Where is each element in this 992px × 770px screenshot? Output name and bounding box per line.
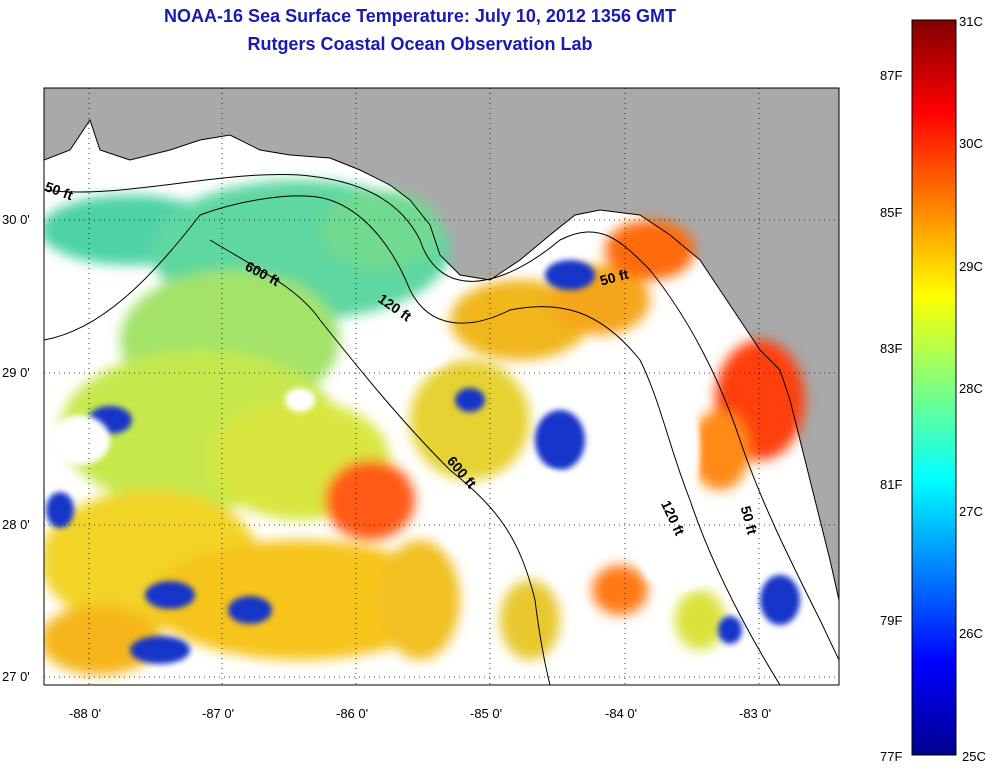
cloud-gaps (50, 332, 720, 590)
lon-label: -86 0' (336, 706, 369, 721)
map-subtitle: Rutgers Coastal Ocean Observation Lab (247, 34, 593, 54)
colorbar-fahrenheit-label: 87F (880, 68, 903, 83)
colorbar-fahrenheit-label: 83F (880, 341, 903, 356)
lon-label: -88 0' (69, 706, 102, 721)
lon-label: -84 0' (605, 706, 638, 721)
colorbar-fahrenheit-label: 85F (880, 205, 903, 220)
colorbar-fahrenheit-label: 79F (880, 613, 903, 628)
coastline (44, 118, 839, 601)
lon-label: -87 0' (202, 706, 235, 721)
colorbar (911, 19, 957, 756)
cold-patches (46, 260, 800, 664)
colorbar-celsius-label: 28C (959, 381, 983, 396)
lat-label: 27 0' (2, 669, 30, 684)
depth-contours (44, 173, 839, 685)
colorbar-celsius-label: 25C (962, 749, 986, 764)
colorbar-celsius-label: 31C (959, 14, 983, 29)
map-title: NOAA-16 Sea Surface Temperature: July 10… (164, 6, 676, 26)
contour-label: 50 ft (738, 504, 761, 536)
lat-label: 30 0' (2, 212, 30, 227)
colorbar-celsius-label: 26C (959, 626, 983, 641)
lat-label: 28 0' (2, 517, 30, 532)
colorbar-celsius-label: 29C (959, 259, 983, 274)
colorbar-fahrenheit-label: 77F (880, 749, 903, 764)
colorbar-celsius-label: 27C (959, 504, 983, 519)
lon-label: -83 0' (739, 706, 772, 721)
lon-label: -85 0' (470, 706, 503, 721)
plot-frame (43, 87, 840, 686)
contour-label: 50 ft (598, 266, 630, 289)
sst-field (44, 180, 805, 675)
lat-label: 29 0' (2, 365, 30, 380)
colorbar-fahrenheit-label: 81F (880, 477, 903, 492)
colorbar-celsius-label: 30C (959, 136, 983, 151)
